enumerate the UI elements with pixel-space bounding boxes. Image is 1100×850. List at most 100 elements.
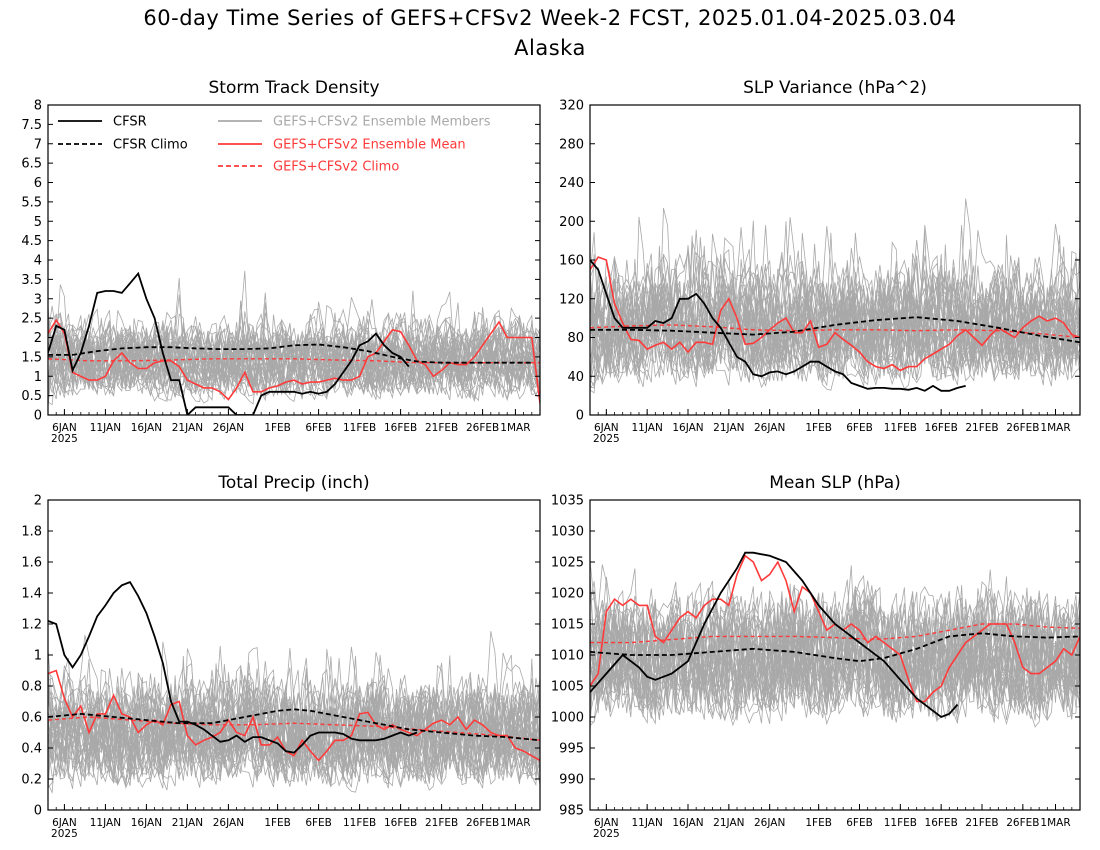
y-tick-label: 1030	[551, 525, 584, 540]
x-tick-label: 11JAN	[632, 817, 663, 829]
plot-area	[48, 580, 540, 794]
figure-title: 60-day Time Series of GEFS+CFSv2 Week-2 …	[143, 6, 957, 30]
legend: CFSR CFSR Climo GEFS+CFSv2 Ensemble Member…	[58, 115, 491, 175]
legend-label: CFSR Climo	[113, 138, 188, 153]
member-line	[48, 675, 540, 787]
series-cfsr	[590, 551, 959, 719]
x-tick-label: 16FEB	[925, 817, 958, 829]
series-gefs-cfsv2-climo	[48, 358, 540, 364]
y-tick-label: 40	[567, 370, 584, 385]
x-tick-label: 11FEB	[343, 422, 376, 434]
y-tick-label: 1025	[551, 556, 584, 571]
x-tick-label: 6JAN	[52, 422, 77, 434]
series-gefs-cfsv2-climo	[590, 623, 1080, 644]
x-tick-label: 16JAN	[131, 422, 162, 434]
y-tick-label: 1015	[551, 618, 584, 633]
y-tick-label: 200	[559, 215, 584, 230]
y-tick-label: 985	[559, 804, 584, 819]
y-tick-label: 5	[34, 215, 42, 230]
x-tick-label: 1FEB	[805, 422, 832, 434]
member-line	[590, 586, 1080, 726]
x-tick-label: 21FEB	[425, 817, 458, 829]
series-cfsr-climo	[590, 316, 1080, 344]
member-line	[48, 656, 540, 786]
y-tick-label: 0.5	[21, 389, 42, 404]
panel-3: Total Precip (inch) 0 0.2 0.4 0.6 0.8 1 1.2 1.4 1…	[21, 473, 541, 840]
plot-area	[590, 551, 1080, 733]
y-tick-label: 1.8	[21, 525, 42, 540]
x-tick-label: 26FEB	[466, 817, 499, 829]
legend-label: GEFS+CFSv2 Ensemble Members	[273, 115, 491, 130]
x-tick-label: 26JAN	[213, 422, 244, 434]
y-tick-label: 120	[559, 292, 584, 307]
panel-title: Storm Track Density	[208, 78, 379, 98]
member-line	[590, 258, 1080, 384]
member-line	[48, 290, 540, 397]
y-tick-label: 160	[559, 254, 584, 269]
series-cfsr-climo	[590, 632, 1080, 663]
x-tick-label: 21JAN	[172, 422, 203, 434]
x-tick-label: 21JAN	[172, 817, 203, 829]
series-cfsr	[48, 580, 418, 754]
x-tick-label: 11FEB	[343, 817, 376, 829]
panel-1: Storm Track Density 0 0.5 1 1.5 2 2.5 3 3.5 4 4.5 5…	[21, 78, 541, 445]
x-tick-label: 11JAN	[90, 422, 121, 434]
member-line	[590, 240, 1080, 382]
y-tick-label: 1.5	[21, 350, 42, 365]
y-tick-label: 0	[34, 804, 42, 819]
y-tick-label: 1	[34, 370, 42, 385]
x-tick-label: 21JAN	[713, 817, 744, 829]
y-tick-label: 995	[559, 742, 584, 757]
x-tick-label: 6JAN	[52, 817, 77, 829]
y-tick-label: 7	[34, 137, 42, 152]
figure-region: Alaska	[514, 36, 586, 60]
y-tick-label: 6.5	[21, 157, 42, 172]
x-tick-label: 6JAN	[594, 422, 619, 434]
member-line	[590, 225, 1080, 387]
legend-label: CFSR	[113, 115, 147, 130]
y-tick-label: 0.6	[21, 711, 42, 726]
x-tick-label: 11FEB	[884, 422, 917, 434]
series-cfsr	[590, 259, 966, 392]
x-tick-label: 6FEB	[846, 422, 873, 434]
series-gefs-cfsv2-ensemble-mean	[48, 318, 540, 404]
y-tick-label: 8	[34, 99, 42, 114]
panel-2: SLP Variance (hPa^2) 0 40 80 120 160 200 240 280…	[559, 78, 1081, 445]
plot-area	[48, 270, 540, 415]
x-tick-label: 1FEB	[805, 817, 832, 829]
y-tick-label: 1000	[551, 711, 584, 726]
y-tick-label: 0.4	[21, 742, 42, 757]
x-tick-label: 26FEB	[466, 422, 499, 434]
x-tick-label: 21FEB	[965, 817, 998, 829]
x-tick-label: 16FEB	[925, 422, 958, 434]
x-tick-label: 11JAN	[90, 817, 121, 829]
x-tick-label: 11FEB	[884, 817, 917, 829]
x-tick-label: 1FEB	[264, 817, 291, 829]
member-line	[590, 257, 1080, 384]
member-line	[590, 588, 1080, 720]
y-tick-label: 3	[34, 292, 42, 307]
x-tick-label: 26FEB	[1006, 422, 1039, 434]
member-line	[48, 645, 540, 790]
y-tick-label: 1.4	[21, 587, 42, 602]
x-tick-label: 6FEB	[305, 422, 332, 434]
series-cfsr-climo	[48, 708, 540, 742]
x-tick-label: 6JAN	[594, 817, 619, 829]
y-tick-label: 280	[559, 137, 584, 152]
y-tick-label: 4.5	[21, 234, 42, 249]
member-line	[590, 233, 1080, 386]
panel-title: Mean SLP (hPa)	[769, 473, 901, 493]
member-line	[48, 641, 540, 785]
y-tick-label: 0.2	[21, 773, 42, 788]
x-tick-label: 21FEB	[965, 422, 998, 434]
y-tick-label: 1.2	[21, 618, 42, 633]
member-line	[48, 308, 540, 398]
x-tick-label: 6FEB	[305, 817, 332, 829]
panel-4: Mean SLP (hPa) 985 990 995 1000 1005 1010 1015 1…	[551, 473, 1081, 840]
legend-label: GEFS+CFSv2 Ensemble Mean	[273, 138, 466, 153]
x-tick-label: 26JAN	[754, 422, 785, 434]
x-tick-label: 1FEB	[264, 422, 291, 434]
y-tick-label: 80	[567, 331, 584, 346]
y-tick-label: 2	[34, 494, 42, 509]
x-tick-label: 1MAR	[1040, 422, 1070, 434]
